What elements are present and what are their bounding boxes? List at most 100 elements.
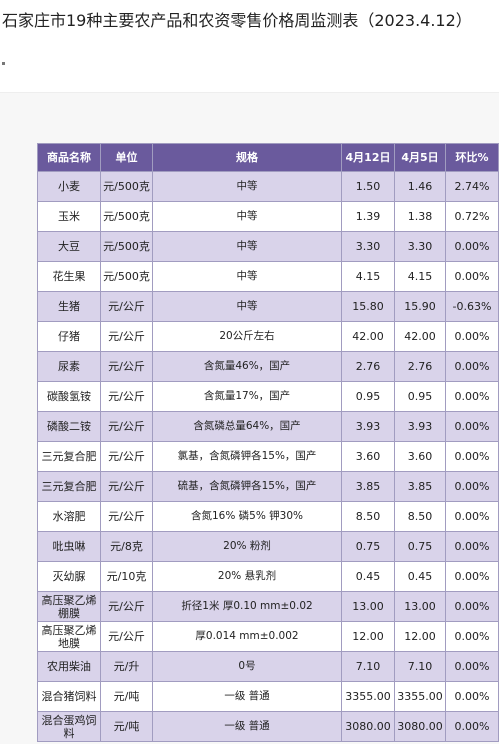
table-cell: 元/公斤 <box>100 621 153 652</box>
table-cell: 中等 <box>152 291 342 322</box>
table-cell: 0.00% <box>445 501 499 532</box>
table-cell: 元/公斤 <box>100 471 153 502</box>
table-cell: 仔猪 <box>37 321 101 352</box>
table-row: 灭幼脲 元/10克 20% 悬乳剂 0.45 0.45 0.00% <box>37 561 499 592</box>
table-cell: 含氮16% 磷5% 钾30% <box>152 501 342 532</box>
table-cell: 氯基，含氮磷钾各15%，国产 <box>152 441 342 472</box>
table-cell: 3355.00 <box>394 681 446 712</box>
table-cell: 厚0.014 mm±0.002 <box>152 621 342 652</box>
table-cell: 尿素 <box>37 351 101 382</box>
table-cell: 中等 <box>152 171 342 202</box>
header-cell: 商品名称 <box>37 143 101 172</box>
table-cell: 0.00% <box>445 621 499 652</box>
table-cell: 0.00% <box>445 471 499 502</box>
header-cell: 4月12日 <box>341 143 395 172</box>
table-row: 仔猪 元/公斤 20公斤左右 42.00 42.00 0.00% <box>37 321 499 352</box>
table-cell: 3355.00 <box>341 681 395 712</box>
table-cell: 三元复合肥 <box>37 471 101 502</box>
table-cell: 1.50 <box>341 171 395 202</box>
table-row: 花生果 元/500克 中等 4.15 4.15 0.00% <box>37 261 499 292</box>
table-cell: 42.00 <box>394 321 446 352</box>
table-cell: 0.00% <box>445 531 499 562</box>
table-cell: 2.76 <box>341 351 395 382</box>
table-cell: 0.00% <box>445 591 499 622</box>
table-row: 混合猪饲料 元/吨 一级 普通 3355.00 3355.00 0.00% <box>37 681 499 712</box>
table-cell: 3.30 <box>394 231 446 262</box>
table-cell: 1.46 <box>394 171 446 202</box>
table-row: 高压聚乙烯地膜 元/公斤 厚0.014 mm±0.002 12.00 12.00 0.00… <box>37 621 499 652</box>
table-header-row: 商品名称 单位 规格 4月12日 4月5日 环比% <box>37 143 499 172</box>
table-cell: 碳酸氢铵 <box>37 381 101 412</box>
table-cell: 12.00 <box>341 621 395 652</box>
table-cell: 含氮磷总量64%，国产 <box>152 411 342 442</box>
table-cell: 吡虫啉 <box>37 531 101 562</box>
table-cell: 15.90 <box>394 291 446 322</box>
table-cell: 0.95 <box>341 381 395 412</box>
table-cell: 2.76 <box>394 351 446 382</box>
table-cell: 一级 普通 <box>152 681 342 712</box>
table-cell: 大豆 <box>37 231 101 262</box>
table-cell: 0号 <box>152 651 342 682</box>
table-cell: 元/公斤 <box>100 321 153 352</box>
table-cell: 0.00% <box>445 321 499 352</box>
table-cell: 一级 普通 <box>152 711 342 742</box>
table-cell: -0.63% <box>445 291 499 322</box>
table-cell: 中等 <box>152 261 342 292</box>
table-cell: 硫基，含氮磷钾各15%，国产 <box>152 471 342 502</box>
table-row: 碳酸氢铵 元/公斤 含氮量17%，国产 0.95 0.95 0.00% <box>37 381 499 412</box>
table-cell: 元/500克 <box>100 171 153 202</box>
table-cell: 0.00% <box>445 231 499 262</box>
table-cell: 磷酸二铵 <box>37 411 101 442</box>
table-cell: 元/8克 <box>100 531 153 562</box>
table-cell: 0.00% <box>445 261 499 292</box>
table-cell: 玉米 <box>37 201 101 232</box>
table-cell: 3.60 <box>394 441 446 472</box>
table-cell: 0.00% <box>445 411 499 442</box>
table-row: 尿素 元/公斤 含氮量46%，国产 2.76 2.76 0.00% <box>37 351 499 382</box>
table-cell: 0.00% <box>445 441 499 472</box>
header-cell: 规格 <box>152 143 342 172</box>
table-row: 小麦 元/500克 中等 1.50 1.46 2.74% <box>37 171 499 202</box>
table-cell: 小麦 <box>37 171 101 202</box>
table-cell: 元/公斤 <box>100 441 153 472</box>
meta-marker <box>2 62 5 65</box>
table-cell: 0.45 <box>341 561 395 592</box>
page-title: 石家庄市19种主要农产品和农资零售价格周监测表（2023.4.12） <box>2 11 472 30</box>
table-cell: 高压聚乙烯地膜 <box>37 621 101 652</box>
table-cell: 20% 悬乳剂 <box>152 561 342 592</box>
table-cell: 4.15 <box>341 261 395 292</box>
header-cell: 4月5日 <box>394 143 446 172</box>
table-row: 水溶肥 元/公斤 含氮16% 磷5% 钾30% 8.50 8.50 0.00% <box>37 501 499 532</box>
table-row: 玉米 元/500克 中等 1.39 1.38 0.72% <box>37 201 499 232</box>
table-cell: 元/公斤 <box>100 381 153 412</box>
table-cell: 元/公斤 <box>100 291 153 322</box>
table-cell: 中等 <box>152 231 342 262</box>
price-table: 商品名称 单位 规格 4月12日 4月5日 环比% 小麦 元/500克 中等 1.50… <box>37 143 499 742</box>
table-cell: 元/500克 <box>100 231 153 262</box>
table-cell: 42.00 <box>341 321 395 352</box>
table-cell: 3080.00 <box>394 711 446 742</box>
table-cell: 20% 粉剂 <box>152 531 342 562</box>
table-cell: 0.75 <box>394 531 446 562</box>
table-row: 混合蛋鸡饲料 元/吨 一级 普通 3080.00 3080.00 0.00% <box>37 711 499 742</box>
table-cell: 12.00 <box>394 621 446 652</box>
table-row: 高压聚乙烯棚膜 元/公斤 折径1米 厚0.10 mm±0.02 13.00 13.00 0… <box>37 591 499 622</box>
table-cell: 13.00 <box>394 591 446 622</box>
table-cell: 0.00% <box>445 561 499 592</box>
table-cell: 含氮量46%，国产 <box>152 351 342 382</box>
table-cell: 7.10 <box>341 651 395 682</box>
table-cell: 0.00% <box>445 651 499 682</box>
divider <box>0 92 499 93</box>
table-cell: 元/500克 <box>100 261 153 292</box>
table-cell: 8.50 <box>394 501 446 532</box>
table-cell: 2.74% <box>445 171 499 202</box>
table-cell: 元/500克 <box>100 201 153 232</box>
table-cell: 三元复合肥 <box>37 441 101 472</box>
table-cell: 3080.00 <box>341 711 395 742</box>
header-cell: 单位 <box>100 143 153 172</box>
table-cell: 元/公斤 <box>100 411 153 442</box>
table-cell: 元/公斤 <box>100 351 153 382</box>
table-row: 三元复合肥 元/公斤 氯基，含氮磷钾各15%，国产 3.60 3.60 0.00% <box>37 441 499 472</box>
table-cell: 中等 <box>152 201 342 232</box>
table-cell: 灭幼脲 <box>37 561 101 592</box>
